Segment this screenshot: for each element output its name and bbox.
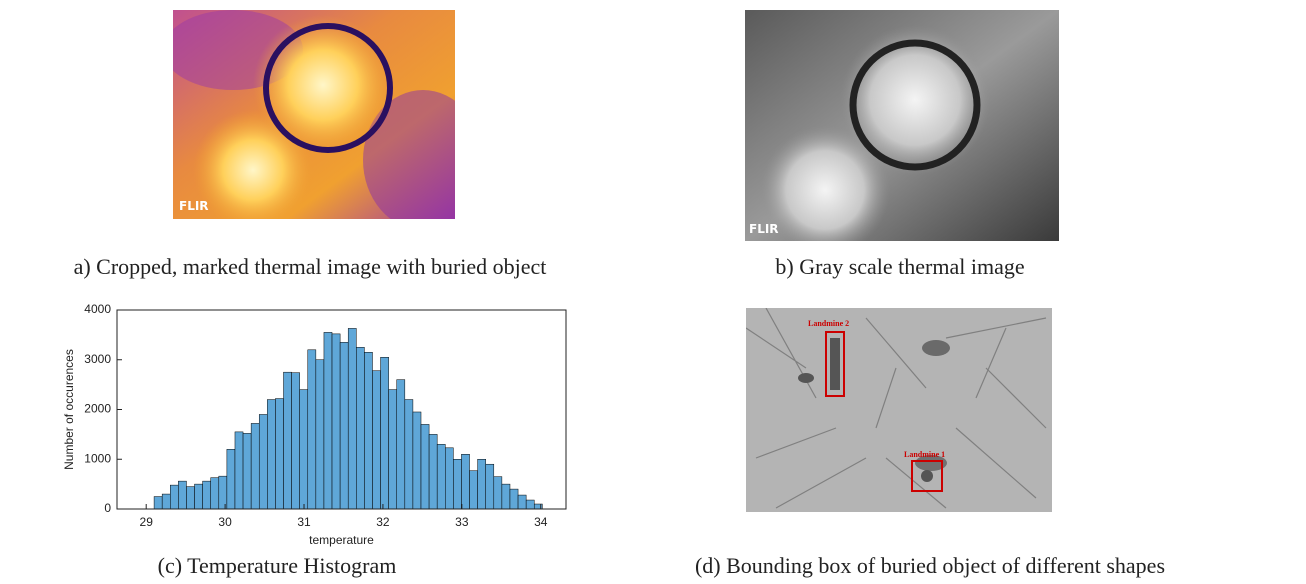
- bar: [162, 494, 170, 509]
- bar: [478, 459, 486, 509]
- x-tick-label: 29: [140, 515, 154, 529]
- y-tick-label: 0: [104, 501, 111, 515]
- bar: [251, 423, 259, 509]
- bar: [178, 481, 186, 509]
- bar: [445, 448, 453, 509]
- bar: [486, 464, 494, 509]
- y-tick-label: 1000: [84, 451, 111, 465]
- bar: [389, 390, 397, 509]
- y-axis-label: Number of occurences: [62, 349, 76, 470]
- bar: [510, 489, 518, 509]
- bar: [211, 478, 219, 509]
- bar: [397, 380, 405, 509]
- bar: [332, 334, 340, 509]
- bar: [267, 400, 275, 509]
- bar: [227, 449, 235, 509]
- x-tick-label: 33: [455, 515, 469, 529]
- x-tick-label: 32: [376, 515, 390, 529]
- caption: b) Gray scale thermal image: [720, 254, 1080, 280]
- caption: (d) Bounding box of buried object of dif…: [660, 553, 1200, 579]
- box-label: Landmine 2: [808, 319, 849, 328]
- caption: a) Cropped, marked thermal image with bu…: [0, 254, 620, 280]
- bar: [518, 495, 526, 509]
- bar: [413, 412, 421, 509]
- x-axis-label: temperature: [309, 533, 374, 547]
- y-tick-label: 3000: [84, 352, 111, 366]
- bar: [470, 471, 478, 509]
- bar: [316, 360, 324, 509]
- caption: (c) Temperature Histogram: [120, 553, 434, 579]
- bar: [275, 399, 283, 509]
- bar: [356, 347, 364, 509]
- bar: [170, 485, 178, 509]
- logo: FLIR: [179, 199, 209, 213]
- grayscale-image: FLIR: [745, 10, 1059, 241]
- bar: [195, 484, 203, 509]
- x-tick-label: 34: [534, 515, 548, 529]
- x-tick-label: 31: [297, 515, 311, 529]
- bar: [324, 332, 332, 509]
- y-tick-label: 2000: [84, 402, 111, 416]
- bar: [243, 433, 251, 509]
- detection-image: Landmine 2 Landmine 1: [746, 308, 1052, 512]
- thermal-image: FLIR: [173, 10, 455, 219]
- bar: [461, 454, 469, 509]
- bar: [259, 414, 267, 509]
- bar: [284, 372, 292, 509]
- bar: [203, 481, 211, 509]
- bar: [502, 484, 510, 509]
- bar: [429, 434, 437, 509]
- x-tick-label: 30: [218, 515, 232, 529]
- bar: [405, 400, 413, 509]
- bar: [348, 328, 356, 509]
- bar: [235, 432, 243, 509]
- box-label: Landmine 1: [904, 450, 945, 459]
- bar: [292, 373, 300, 509]
- bar: [526, 500, 534, 509]
- bar: [494, 477, 502, 509]
- bar: [437, 444, 445, 509]
- bar: [421, 424, 429, 509]
- bar: [219, 476, 227, 509]
- figure-page: {"panels": [ {"caption": "a) Cropped, ma…: [0, 0, 1306, 584]
- bar: [186, 487, 194, 509]
- bar: [364, 352, 372, 509]
- bar: [154, 497, 162, 509]
- bar: [300, 390, 308, 509]
- bar: [453, 459, 461, 509]
- y-tick-label: 4000: [84, 302, 111, 316]
- bar: [308, 350, 316, 509]
- histogram-chart: 0 1000 2000 3000 4000 29 30 31 32 33 34 temperature…: [0, 295, 600, 555]
- bar: [372, 371, 380, 509]
- bar: [381, 357, 389, 509]
- bar: [340, 342, 348, 509]
- logo: FLIR: [749, 222, 779, 236]
